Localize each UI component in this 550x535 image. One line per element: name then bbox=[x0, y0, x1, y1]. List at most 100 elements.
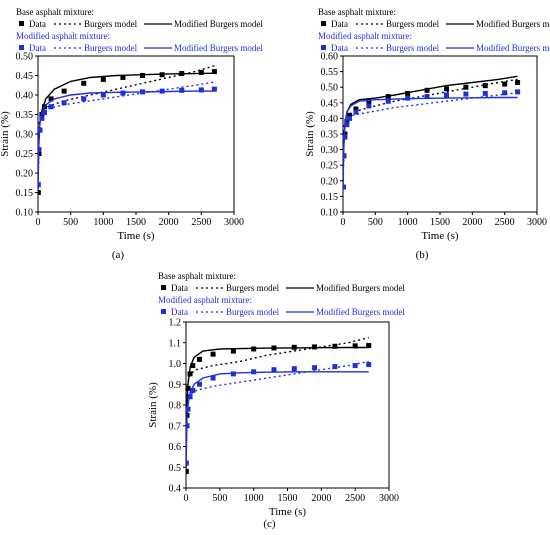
base-data-point bbox=[190, 363, 196, 369]
y-tick-label: 0.8 bbox=[169, 401, 182, 412]
modified-data-point bbox=[186, 423, 190, 429]
legend-base-title: Base asphalt mixture: bbox=[158, 271, 236, 281]
legend-modified-data-marker bbox=[321, 45, 326, 50]
legend-modified-burgers-label: Burgers model bbox=[226, 307, 280, 317]
x-tick-label: 3000 bbox=[379, 493, 399, 504]
base-modified-burgers-model-line bbox=[186, 346, 369, 472]
modified-data-point bbox=[482, 90, 488, 96]
modified-data-point bbox=[332, 364, 338, 370]
legend-base-data-label: Data bbox=[29, 19, 46, 29]
base-data-point bbox=[344, 119, 350, 125]
base-data-point bbox=[424, 87, 430, 93]
x-tick-label: 2500 bbox=[345, 493, 365, 504]
modified-data-point bbox=[38, 127, 43, 133]
modified-data-point bbox=[515, 89, 521, 95]
modified-data-point bbox=[343, 134, 348, 140]
modified-data-point bbox=[61, 100, 67, 106]
legend-modified-data-label: Data bbox=[331, 43, 348, 53]
modified-data-point bbox=[197, 381, 203, 387]
y-axis-label: Strain (%) bbox=[0, 111, 11, 157]
legend-base-data-label: Data bbox=[331, 19, 348, 29]
y-tick-label: 0.60 bbox=[321, 52, 339, 63]
y-tick-label: 0.20 bbox=[16, 169, 34, 180]
base-data-point bbox=[38, 151, 42, 156]
y-tick-label: 0.4 bbox=[169, 484, 182, 495]
y-tick-label: 0.50 bbox=[321, 83, 339, 94]
legend-base-modified-burgers-label: Modified Burgers model bbox=[316, 283, 405, 293]
y-tick-label: 0.30 bbox=[16, 130, 34, 141]
base-data-point bbox=[346, 112, 352, 118]
y-tick-label: 0.35 bbox=[16, 110, 34, 121]
modified-data-point bbox=[120, 90, 126, 96]
x-tick-label: 2000 bbox=[311, 493, 331, 504]
panel-label: (c) bbox=[263, 518, 276, 530]
legend-modified-data-label: Data bbox=[29, 43, 46, 53]
base-data-point bbox=[210, 351, 216, 357]
base-data-point bbox=[352, 343, 358, 349]
y-axis-label: Strain (%) bbox=[304, 111, 316, 157]
x-tick-label: 500 bbox=[212, 493, 227, 504]
modified-data-point bbox=[186, 460, 189, 466]
base-data-point bbox=[197, 356, 203, 362]
chart-panel-3: 0 500 1000 1500 2000 2500 3000 0.4 0.5 0.6 0.7 0.8 0… bbox=[147, 318, 399, 531]
series-layer bbox=[38, 65, 217, 195]
modified-data-point bbox=[81, 96, 87, 102]
y-tick-label: 0.7 bbox=[169, 421, 182, 432]
modified-data-point bbox=[271, 367, 277, 373]
y-tick-label: 0.5 bbox=[169, 463, 182, 474]
y-tick-label: 1.1 bbox=[169, 338, 182, 349]
modified-data-point bbox=[463, 91, 469, 97]
base-data-point bbox=[61, 88, 67, 94]
base-burgers-model-line bbox=[186, 336, 369, 472]
modified-data-point bbox=[42, 110, 48, 116]
legend-modified-modified-burgers-label: Modified Burgers model bbox=[476, 43, 550, 53]
chart-panel-2: 0 500 1000 1500 2000 2500 3000 0.10 0.15 0.20 0.25… bbox=[304, 52, 547, 262]
x-tick-label: 1000 bbox=[244, 493, 264, 504]
base-data-point bbox=[366, 98, 372, 104]
x-axis-label: Time (s) bbox=[269, 506, 307, 518]
base-data-point bbox=[482, 83, 488, 89]
legend-base-title: Base asphalt mixture: bbox=[318, 7, 396, 17]
x-axis-label: Time (s) bbox=[117, 230, 155, 242]
plot-frame bbox=[37, 55, 235, 213]
legend-base-modified-burgers-label: Modified Burgers model bbox=[476, 19, 550, 29]
legend-base-data-marker bbox=[19, 21, 24, 26]
modified-data-point bbox=[366, 103, 372, 109]
base-data-point bbox=[211, 69, 217, 75]
panel-label: (a) bbox=[112, 249, 125, 261]
y-tick-label: 0.9 bbox=[169, 380, 182, 391]
modified-data-point bbox=[291, 366, 297, 372]
modified-modified-burgers-model-line bbox=[186, 371, 369, 464]
x-tick-label: 1500 bbox=[126, 217, 146, 228]
x-tick-label: 1500 bbox=[278, 493, 298, 504]
base-modified-burgers-model-line bbox=[343, 75, 518, 188]
legend-base-title: Base asphalt mixture: bbox=[16, 7, 94, 17]
legend-modified-modified-burgers-label: Modified Burgers model bbox=[174, 43, 263, 53]
base-data-point bbox=[198, 69, 204, 75]
base-data-point bbox=[515, 80, 521, 86]
y-tick-label: 1.2 bbox=[169, 318, 182, 329]
modified-data-point bbox=[353, 109, 359, 115]
x-tick-label: 1500 bbox=[430, 217, 450, 228]
y-tick-label: 0.25 bbox=[16, 149, 34, 160]
y-axis-label: Strain (%) bbox=[147, 382, 159, 428]
legend-base-modified-burgers-label: Modified Burgers model bbox=[174, 19, 263, 29]
base-data-point bbox=[405, 90, 411, 96]
x-tick-label: 0 bbox=[341, 217, 346, 228]
x-tick-label: 3000 bbox=[527, 217, 547, 228]
y-tick-label: 0.35 bbox=[321, 130, 339, 141]
y-tick-label: 0.25 bbox=[321, 161, 339, 172]
legend-panel-3: Base asphalt mixture: Data Burgers model Mo… bbox=[158, 271, 405, 317]
x-tick-label: 2500 bbox=[191, 217, 211, 228]
base-data-point bbox=[38, 190, 41, 195]
base-data-point bbox=[353, 106, 359, 112]
base-data-point bbox=[100, 76, 106, 82]
modified-data-point bbox=[38, 182, 41, 188]
base-data-point bbox=[366, 342, 372, 348]
series-layer bbox=[186, 336, 372, 474]
base-data-point bbox=[332, 343, 338, 349]
legend-base-data-marker bbox=[161, 285, 166, 290]
x-tick-label: 500 bbox=[63, 217, 78, 228]
legend-modified-title: Modified asphalt mixture: bbox=[16, 31, 110, 41]
